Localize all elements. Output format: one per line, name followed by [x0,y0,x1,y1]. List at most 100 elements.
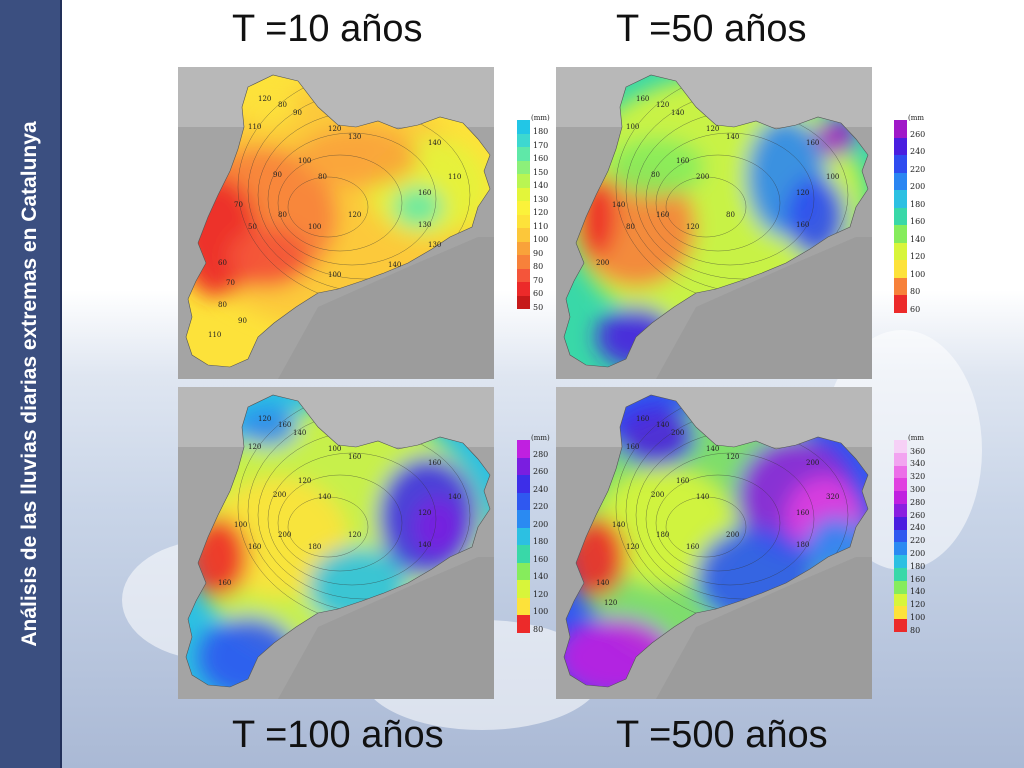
contour-label: 120 [706,125,719,133]
contour-line [655,154,781,252]
precip-zone [393,187,443,227]
legend-swatch [517,174,530,188]
contour-label: 130 [418,221,431,229]
contour-label: 120 [348,531,361,539]
legend-tick: 120 [533,589,549,599]
legend-swatch [894,516,907,530]
legend-swatch [894,568,907,581]
contour-label: 160 [686,543,699,551]
legend-swatch [894,277,907,295]
contour-label: 120 [686,223,699,231]
contour-line [665,496,747,558]
contour-line [287,176,369,238]
contour-label: 120 [248,443,261,451]
legend-tick: 140 [910,587,926,597]
legend-tick: 150 [533,167,549,177]
sea-area [656,557,872,699]
legend-swatch [894,120,907,138]
precip-zone [616,407,696,467]
contour-label: 200 [671,429,684,437]
legend-swatch [517,510,530,528]
legend-swatch [517,545,530,563]
legend-swatch [517,597,530,615]
legend-swatch [517,120,530,134]
contour-label: 140 [293,429,306,437]
contour-line [267,132,437,266]
contour-label: 120 [258,95,271,103]
sidebar-title: Análisis de las lluvias diarias extremas… [18,121,41,647]
legend-swatch [894,207,907,225]
contour-line [645,132,815,266]
region-outline [563,394,869,688]
map-svg: 120 80 90 110 120 130 100 90 80 140 110 160 70 50 80 10… [178,67,494,379]
legend-swatch [517,147,530,161]
contour-label: 130 [348,133,361,141]
map-t10: 120 80 90 110 120 130 100 90 80 140 110 160 70 50 80 10… [178,67,494,379]
legend-tick: 60 [533,289,544,299]
panel-title-t10: T =10 años [232,8,423,50]
legend-tick: 80 [533,262,544,272]
legend-swatch [894,242,907,260]
contour-label: 80 [318,173,327,181]
sidebar-band: Análisis de las lluvias diarias extremas… [0,0,62,768]
sea-area [656,237,872,379]
legend-tick: 70 [533,275,544,285]
precip-zone [413,497,463,557]
map-t50: 160 120 140 100 120 140 160 80 200 160 100 120 140 80… [556,67,872,379]
legend-swatch [894,295,907,313]
relief-mountains [556,387,872,447]
contour-label: 100 [298,157,311,165]
legend-swatch [894,452,907,466]
legend-tick: 240 [533,484,549,494]
legend-tick: 170 [533,140,549,150]
contour-line [267,452,437,586]
contour-label: 120 [656,101,669,109]
legend-swatch [517,187,530,201]
legend-tick: 300 [910,485,926,495]
legend-swatch [517,133,530,147]
legend-unit: (mm [908,114,925,122]
legend-swatch [894,465,907,479]
contour-label: 120 [418,509,431,517]
relief-mountains [556,67,872,127]
legend-swatch [517,214,530,228]
legend-tick: 180 [533,537,549,546]
precip-zone [606,137,706,197]
legend-tick: 140 [910,234,926,244]
precip-zone [238,87,298,127]
contour-label: 90 [273,171,282,179]
contour-label: 120 [626,543,639,551]
region-outline [185,74,491,368]
legend-tick: 260 [910,510,926,520]
contour-label: 200 [726,531,739,539]
legend-tick: 340 [910,459,926,469]
contour-label: 200 [278,531,291,539]
legend-tick: 160 [533,154,549,164]
contour-label: 80 [726,211,735,219]
legend-tick: 240 [910,147,926,156]
legend-tick: 260 [533,467,549,476]
contour-label: 160 [796,221,809,229]
contour-label: 120 [604,599,617,607]
contour-label: 140 [596,579,609,587]
contour-label: 200 [806,459,819,467]
legend-swatch [517,615,530,633]
legend-tick: 180 [910,561,926,571]
contour-label: 160 [348,453,361,461]
panel-title-t100: T =100 años [232,714,444,756]
legend-swatch [517,255,530,269]
contour-label: 100 [328,445,341,453]
legend-tick: 260 [910,129,926,139]
legend-tick: 280 [533,449,549,459]
legend-swatch [894,555,907,568]
legend-tick: 360 [910,446,926,456]
contour-label: 80 [278,101,287,109]
legend-unit: (mm [908,434,925,442]
contour-line [645,452,815,586]
legend-swatch [517,440,530,458]
contour-label: 100 [626,123,639,131]
panel-title-t500: T =500 años [616,714,828,756]
legend-swatch [517,268,530,282]
